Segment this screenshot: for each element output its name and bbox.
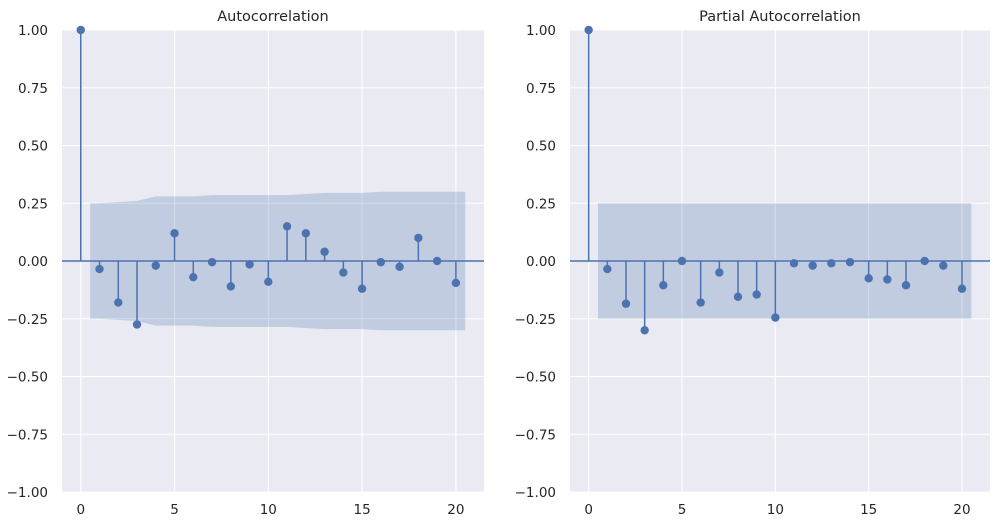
acf-point-lag-3: [132, 320, 142, 329]
autocorrelation-chart: Autocorrelation −1.00 −0.75 −0.50 −0.25 0.00 0…: [7, 9, 484, 518]
pacf-xtick-label: 15: [860, 502, 877, 518]
acf-point-lag-1: [95, 264, 104, 274]
acf-point-lag-6: [189, 272, 198, 282]
acf-ytick-label: −0.25: [7, 312, 48, 328]
acf-point-lag-13: [320, 247, 329, 256]
pacf-point-lag-0: [584, 25, 593, 35]
pacf-ytick-label: −0.75: [515, 427, 556, 443]
acf-ytick-label: −1.00: [7, 485, 48, 501]
partial-autocorrelation-chart: Partial Autocorrelation −1.00 −0.75 −0.50 −0…: [515, 9, 990, 518]
pacf-ytick-label: −0.25: [515, 312, 556, 328]
pacf-title: Partial Autocorrelation: [699, 9, 861, 25]
acf-xtick-label: 15: [353, 502, 370, 518]
pacf-point-lag-3: [640, 326, 649, 335]
acf-ytick-label: −0.75: [7, 427, 48, 443]
pacf-point-lag-11: [789, 259, 799, 268]
acf-ytick-label: 0.25: [18, 196, 48, 212]
acf-point-lag-12: [301, 229, 311, 238]
acf-title: Autocorrelation: [217, 9, 328, 25]
pacf-point-lag-13: [827, 259, 836, 268]
pacf-ytick-label: −0.50: [515, 370, 556, 386]
pacf-point-lag-2: [621, 299, 631, 308]
acf-point-lag-16: [376, 257, 386, 267]
pacf-ytick-label: 0.50: [526, 139, 556, 155]
pacf-point-lag-20: [957, 284, 967, 293]
pacf-point-lag-10: [771, 313, 780, 322]
pacf-point-lag-15: [864, 274, 873, 283]
pacf-point-lag-8: [733, 292, 743, 302]
pacf-point-lag-1: [603, 264, 612, 274]
acf-point-lag-9: [245, 260, 254, 269]
acf-point-lag-4: [151, 261, 160, 270]
acf-point-lag-5: [170, 229, 179, 238]
acf-ytick-label: 0.75: [18, 81, 48, 97]
acf-point-lag-0: [76, 25, 85, 35]
pacf-point-lag-18: [920, 256, 929, 266]
pacf-ytick-label: 1.00: [526, 23, 556, 39]
pacf-point-lag-16: [883, 275, 892, 284]
pacf-ytick-label: 0.25: [526, 196, 556, 212]
acf-point-lag-2: [114, 298, 123, 307]
pacf-ytick-label: −1.00: [515, 485, 556, 501]
acf-xtick-label: 20: [447, 502, 464, 518]
acf-ytick-label: 0.00: [18, 254, 48, 270]
acf-point-lag-10: [264, 277, 273, 286]
acf-xtick-label: 5: [170, 502, 179, 518]
pacf-point-lag-17: [901, 281, 911, 290]
acf-ytick-label: 1.00: [18, 23, 48, 39]
acf-point-lag-15: [357, 284, 367, 293]
pacf-point-lag-19: [939, 261, 948, 270]
pacf-ytick-label: 0.75: [526, 81, 556, 97]
pacf-point-lag-7: [715, 268, 724, 277]
acf-point-lag-8: [226, 282, 235, 291]
pacf-point-lag-9: [752, 290, 761, 299]
acf-point-lag-17: [395, 262, 404, 271]
pacf-xtick-label: 20: [953, 502, 970, 518]
pacf-point-lag-4: [659, 281, 668, 290]
pacf-point-lag-6: [696, 298, 705, 307]
pacf-xtick-label: 0: [584, 502, 593, 518]
acf-point-lag-19: [432, 256, 442, 266]
pacf-point-lag-14: [845, 257, 855, 267]
pacf-ytick-label: 0.00: [526, 254, 556, 270]
acf-xtick-label: 10: [260, 502, 277, 518]
pacf-xtick-label: 5: [678, 502, 687, 518]
acf-point-lag-20: [451, 278, 461, 288]
acf-point-lag-14: [339, 268, 348, 277]
acf-point-lag-11: [282, 222, 292, 231]
acf-point-lag-7: [207, 257, 217, 267]
pacf-point-lag-12: [808, 261, 817, 270]
acf-ytick-label: 0.50: [18, 139, 48, 155]
acf-point-lag-18: [414, 233, 423, 243]
acf-ytick-label: −0.50: [7, 370, 48, 386]
pacf-xtick-label: 10: [767, 502, 784, 518]
pacf-point-lag-5: [677, 256, 687, 266]
acf-xtick-label: 0: [76, 502, 85, 518]
